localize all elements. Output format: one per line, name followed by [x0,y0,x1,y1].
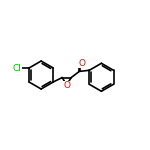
Text: O: O [78,58,86,68]
Text: Cl: Cl [13,63,22,72]
Text: O: O [63,81,70,90]
